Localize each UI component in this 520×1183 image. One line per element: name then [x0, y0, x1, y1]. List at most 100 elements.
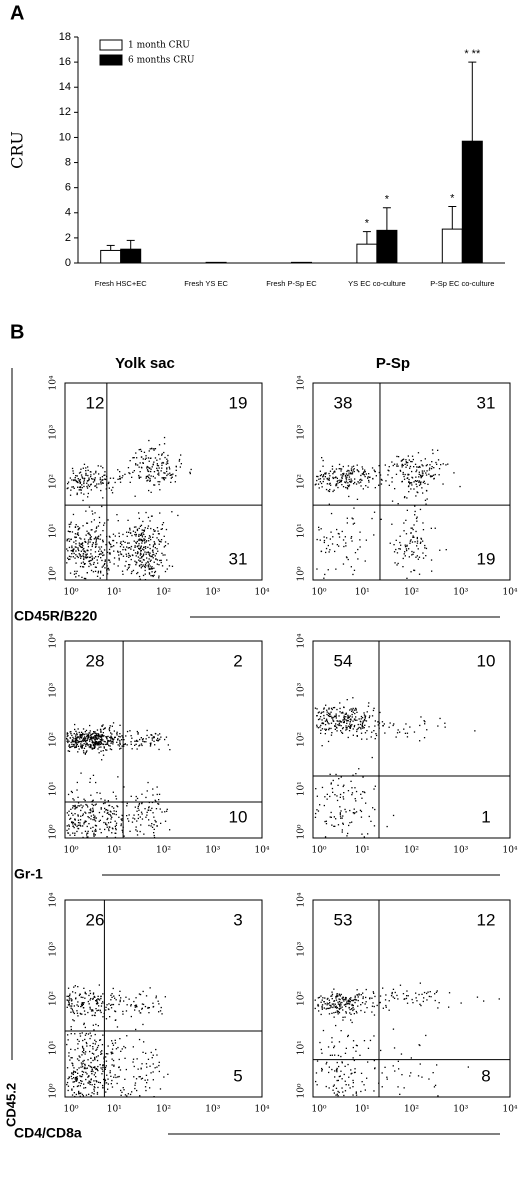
event-dot: [75, 479, 77, 482]
event-dot: [135, 564, 137, 566]
event-dot: [93, 1014, 95, 1016]
event-dot: [143, 529, 146, 531]
event-dot: [121, 818, 123, 820]
event-dot: [353, 507, 355, 509]
event-dot: [136, 1058, 138, 1060]
event-dot: [100, 742, 102, 744]
event-dot: [150, 559, 152, 561]
event-dot: [134, 740, 136, 742]
event-dot: [69, 818, 71, 820]
event-dot: [321, 711, 323, 713]
event-dot: [163, 451, 165, 454]
event-dot: [135, 829, 137, 831]
event-dot: [157, 481, 159, 483]
event-dot: [85, 1071, 87, 1074]
event-dot: [135, 740, 137, 742]
y-tick-label: 10³: [297, 682, 307, 697]
event-dot: [411, 554, 413, 556]
event-dot: [400, 1053, 403, 1055]
event-dot: [412, 458, 414, 461]
event-dot: [151, 571, 153, 573]
event-dot: [73, 1067, 75, 1069]
event-dot: [348, 476, 351, 478]
event-dot: [81, 1013, 83, 1015]
event-cloud: [66, 436, 192, 581]
event-dot: [151, 575, 154, 577]
event-dot: [66, 1081, 69, 1084]
event-dot: [111, 737, 113, 740]
event-dot: [136, 553, 139, 555]
event-dot: [326, 477, 328, 480]
y-tick-label: 14: [59, 81, 71, 93]
event-dot: [94, 1043, 96, 1045]
event-dot: [97, 536, 99, 538]
event-dot: [107, 743, 109, 745]
event-dot: [150, 470, 152, 473]
event-dot: [383, 723, 385, 725]
event-dot: [402, 464, 404, 467]
event-dot: [98, 746, 100, 748]
event-dot: [122, 533, 124, 536]
event-dot: [77, 745, 80, 747]
event-dot: [320, 474, 323, 476]
event-dot: [111, 996, 113, 998]
event-dot: [429, 464, 431, 466]
event-dot: [74, 1071, 76, 1073]
event-dot: [98, 743, 100, 745]
event-dot: [405, 519, 407, 521]
event-dot: [361, 1002, 364, 1004]
event-dot: [117, 469, 119, 471]
event-dot: [154, 448, 157, 450]
event-dot: [380, 478, 383, 481]
event-dot: [85, 733, 87, 735]
event-dot: [355, 483, 358, 485]
event-dot: [89, 781, 91, 783]
event-dot: [391, 523, 393, 525]
event-dot: [109, 553, 111, 555]
event-dot: [79, 482, 81, 484]
event-dot: [138, 565, 141, 567]
event-dot: [102, 482, 104, 484]
y-tick-label: 2: [65, 232, 71, 244]
event-dot: [111, 816, 113, 818]
event-dot: [66, 1083, 68, 1086]
event-dot: [150, 734, 152, 736]
event-dot: [117, 478, 119, 480]
event-dot: [153, 834, 155, 837]
event-dot: [398, 1068, 400, 1070]
event-dot: [96, 1046, 99, 1049]
event-dot: [83, 558, 85, 561]
event-dot: [89, 999, 91, 1001]
event-dot: [94, 834, 96, 836]
event-dot: [158, 467, 160, 469]
event-dot: [353, 470, 355, 473]
event-dot: [122, 546, 125, 548]
event-dot: [394, 562, 396, 564]
event-dot: [382, 725, 384, 727]
event-dot: [73, 799, 75, 801]
event-dot: [99, 739, 102, 741]
event-dot: [93, 738, 95, 740]
event-dot: [93, 1080, 95, 1082]
event-dot: [374, 785, 376, 787]
event-dot: [138, 466, 140, 468]
event-dot: [67, 1039, 69, 1041]
event-dot: [81, 807, 83, 809]
event-dot: [129, 555, 131, 557]
event-dot: [84, 737, 87, 739]
event-dot: [71, 1094, 74, 1096]
event-dot: [67, 1078, 69, 1080]
quadrant-value: 3: [233, 910, 242, 929]
event-dot: [131, 534, 133, 537]
event-dot: [131, 570, 133, 573]
event-dot: [154, 543, 156, 545]
event-dot: [82, 1060, 84, 1062]
event-dot: [328, 1071, 330, 1074]
event-dot: [89, 1065, 91, 1068]
event-dot: [72, 470, 74, 472]
x-tick-label: 10¹: [107, 846, 122, 856]
event-dot: [320, 995, 322, 997]
event-dot: [67, 487, 69, 489]
event-dot: [81, 832, 83, 834]
